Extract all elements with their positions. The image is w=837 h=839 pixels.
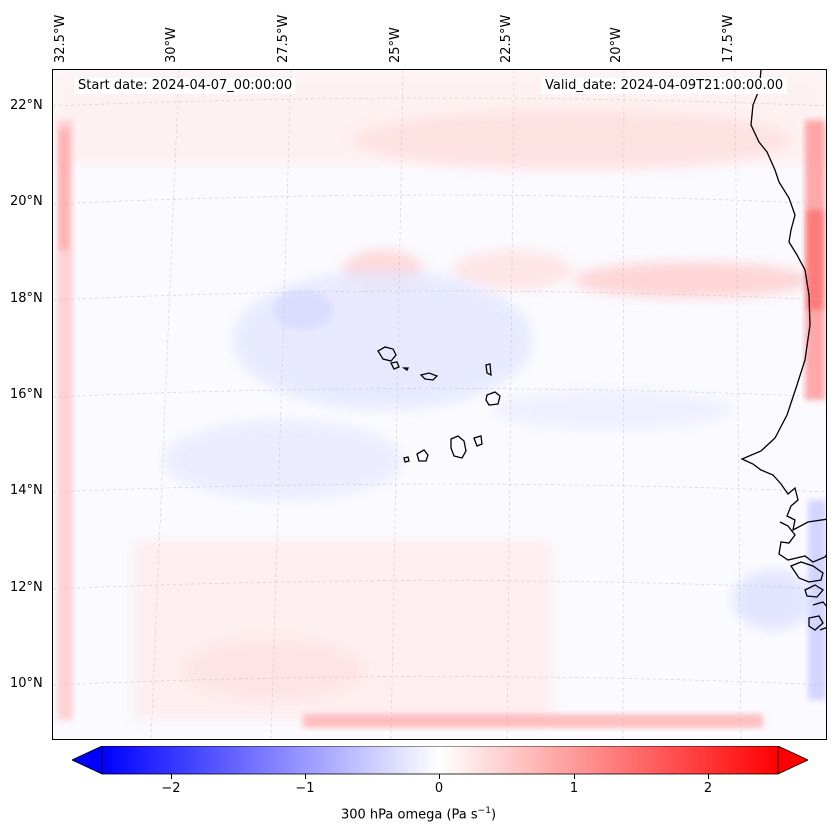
colorbar-tick [708, 774, 709, 779]
colorbar-tick [305, 774, 306, 779]
lon-label: 17.5°W [721, 14, 736, 63]
colorbar-label: 300 hPa omega (Pa s−1) [0, 806, 837, 822]
start-date-label: Start date: 2024-04-07_00:00:00 [74, 78, 297, 94]
colorbar-tick-label: 1 [569, 781, 579, 796]
colorbar-label-sup: −1 [477, 806, 491, 816]
lon-label: 25°W [388, 27, 403, 63]
omega-contour-field [53, 70, 826, 728]
lat-label: 22°N [10, 98, 43, 113]
cape-verde-islands [377, 346, 501, 463]
colorbar-tick [171, 774, 172, 779]
omega-field-map [53, 70, 826, 739]
lon-label: 22.5°W [499, 14, 514, 63]
lat-label: 16°N [10, 387, 43, 402]
colorbar-label-end: ) [490, 807, 497, 823]
lat-label: 10°N [10, 676, 43, 691]
lat-label: 20°N [10, 194, 43, 209]
colorbar-tick [439, 774, 440, 779]
colorbar-tick-label: −2 [161, 781, 181, 796]
colorbar-extend-low [72, 746, 103, 775]
valid-date-label: Valid_date: 2024-04-09T21:00:00.00 [541, 78, 788, 94]
lat-label: 18°N [10, 291, 43, 306]
map-panel [52, 69, 827, 740]
lat-label: 14°N [10, 483, 43, 498]
lon-label: 20°W [609, 27, 624, 63]
colorbar-tick-label: 2 [703, 781, 713, 796]
lat-label: 12°N [10, 580, 43, 595]
colorbar-tick [574, 774, 575, 779]
colorbar-ramp [101, 746, 779, 775]
colorbar-extend-high [777, 746, 808, 775]
colorbar-label-main: 300 hPa omega (Pa s [340, 807, 478, 823]
lon-label: 30°W [164, 27, 179, 63]
colorbar-tick-label: −1 [295, 781, 315, 796]
colorbar [72, 746, 808, 775]
lon-label: 32.5°W [53, 14, 68, 63]
lon-label: 27.5°W [276, 14, 291, 63]
graticule [53, 70, 826, 739]
african-coastline [740, 70, 826, 631]
colorbar-tick-label: 0 [434, 781, 444, 796]
